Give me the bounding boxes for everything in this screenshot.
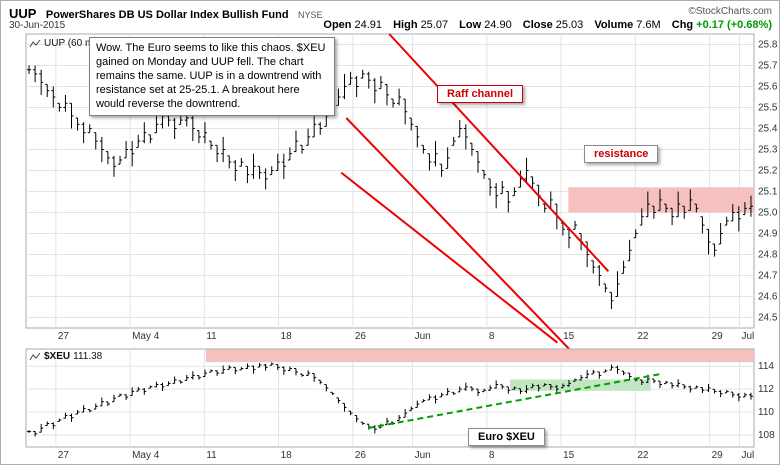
x-tick-label: 22 <box>637 331 649 342</box>
x-tick-label: 11 <box>206 331 217 342</box>
main-series-text: UUP (60 min) <box>44 38 105 49</box>
low-label: Low <box>459 19 482 31</box>
main-series-label: UUP (60 min) <box>29 38 104 49</box>
open-value: 24.91 <box>354 19 383 31</box>
y-tick-label: 25.5 <box>758 103 778 114</box>
high-label: High <box>393 19 418 31</box>
sparkline-icon <box>29 352 41 360</box>
x-tick-label: 27 <box>58 450 70 461</box>
euro-xeu-label: Euro $XEU <box>468 428 545 446</box>
y-tick-label: 24.8 <box>758 250 778 261</box>
y-tick-label: 110 <box>758 407 774 418</box>
y-tick-label: 25.2 <box>758 166 778 177</box>
chg-value: +0.17 (+0.68%) <box>696 19 772 31</box>
green-zone <box>510 379 651 391</box>
lower-series-value: 111.38 <box>73 351 103 362</box>
chg-label: Chg <box>671 19 694 31</box>
y-tick-label: 114 <box>758 361 774 372</box>
ticker-symbol: UUP <box>9 6 37 21</box>
low-value: 24.90 <box>484 19 512 31</box>
x-tick-label: Jun <box>415 450 431 461</box>
y-tick-label: 24.7 <box>758 271 778 282</box>
x-tick-label: 29 <box>712 331 724 342</box>
lower-series-label: $XEU 111.38 <box>29 351 102 362</box>
resistance-label: resistance <box>584 145 659 163</box>
sparkline-icon <box>29 39 41 47</box>
y-tick-label: 25.1 <box>758 187 778 198</box>
y-tick-label: 24.9 <box>758 229 778 240</box>
channel-trendline <box>388 33 610 272</box>
volume-value: 7.6M <box>636 19 661 31</box>
lower-series-symbol: $XEU <box>44 351 71 362</box>
y-tick-label: 25.0 <box>758 208 778 219</box>
x-tick-label: 15 <box>563 450 575 461</box>
close-label: Close <box>522 19 553 31</box>
volume-label: Volume <box>594 19 634 31</box>
y-tick-label: 25.3 <box>758 145 778 156</box>
x-tick-label: 29 <box>712 450 724 461</box>
x-tick-label: Jul <box>741 331 754 342</box>
panel-border <box>25 348 755 448</box>
y-tick-label: 24.6 <box>758 292 778 303</box>
y-tick-label: 25.7 <box>758 61 778 72</box>
xeu-price-bars <box>27 362 753 437</box>
x-tick-label: May 4 <box>132 331 160 342</box>
exchange-label: NYSE <box>298 10 323 20</box>
x-tick-label: May 4 <box>132 450 160 461</box>
y-tick-label: 25.4 <box>758 124 778 135</box>
x-tick-label: 8 <box>489 450 495 461</box>
y-tick-label: 24.5 <box>758 313 778 324</box>
x-tick-label: 26 <box>355 450 367 461</box>
high-value: 25.07 <box>420 19 449 31</box>
x-tick-label: 15 <box>563 331 575 342</box>
chart-date: 30-Jun-2015 <box>9 20 66 31</box>
x-tick-label: 18 <box>281 331 293 342</box>
x-tick-label: 8 <box>489 331 495 342</box>
x-tick-label: 11 <box>206 450 217 461</box>
stockcharts-brand: ©StockCharts.com <box>688 6 772 17</box>
y-tick-label: 112 <box>758 384 774 395</box>
commentary-note: Wow. The Euro seems to like this chaos. … <box>89 37 335 117</box>
channel-trendline <box>340 171 559 344</box>
x-tick-label: Jul <box>741 450 754 461</box>
header: UUP PowerShares DB US Dollar Index Bulli… <box>9 5 323 23</box>
open-label: Open <box>323 19 352 31</box>
x-tick-label: 26 <box>355 331 367 342</box>
y-tick-label: 25.6 <box>758 82 778 93</box>
x-tick-label: 18 <box>281 450 293 461</box>
x-tick-label: Jun <box>415 331 431 342</box>
x-tick-label: 27 <box>58 331 70 342</box>
y-tick-label: 25.8 <box>758 40 778 51</box>
raff-channel-label: Raff channel <box>437 85 524 103</box>
pink-zone <box>205 349 755 363</box>
xeu-panel: 114 112 110 108 27 May 4 11 18 26 Jun 8 15 22 29 Jul <box>25 348 775 461</box>
y-tick-label: 108 <box>758 430 775 441</box>
channel-trendline <box>345 117 580 361</box>
quote-summary: Open 24.91 High 25.07 Low 24.90 Close 25.03 … <box>315 19 772 31</box>
x-tick-label: 22 <box>637 450 649 461</box>
close-value: 25.03 <box>555 19 584 31</box>
fund-name: PowerShares DB US Dollar Index Bullish F… <box>45 9 289 21</box>
